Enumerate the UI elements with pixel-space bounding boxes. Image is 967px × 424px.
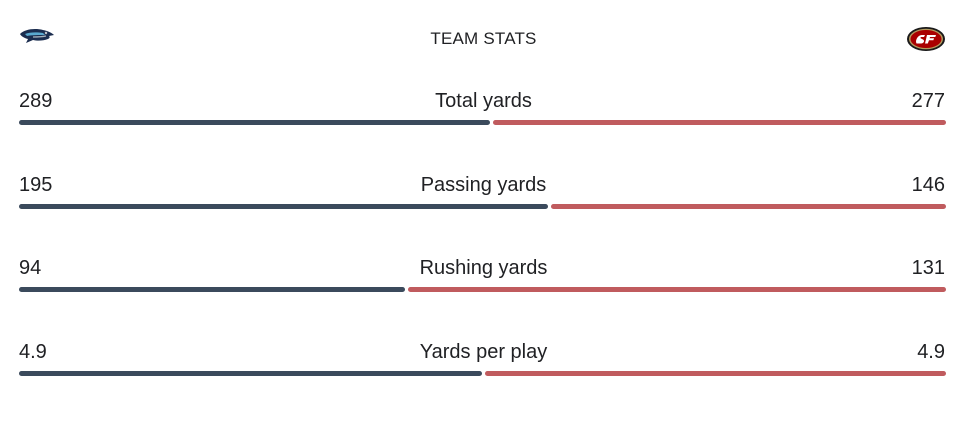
49ers-share-bar [485,371,946,376]
seahawks-total-yards-value: 289 [19,90,53,112]
seahawks-passing-yards-value: 195 [19,174,53,196]
49ers-share-bar [408,287,946,292]
stat-row-total-yards: 289 Total yards 277 [0,89,967,173]
seahawks-rushing-yards-value: 94 [19,257,42,279]
seahawks-logo-icon [19,26,55,53]
stat-label-total-yards: Total yards [435,90,532,112]
seahawks-share-bar [19,287,405,292]
seahawks-yards-per-play-value: 4.9 [19,341,47,363]
49ers-total-yards-value: 277 [911,90,945,112]
stat-row-rushing-yards: 94 Rushing yards 131 [0,256,967,340]
49ers-yards-per-play-value: 4.9 [917,341,945,363]
seahawks-share-bar [19,120,490,125]
49ers-logo-icon [906,26,946,57]
comparison-bar [19,287,946,292]
comparison-bar [19,204,946,209]
stat-row-yards-per-play: 4.9 Yards per play 4.9 [0,340,967,424]
49ers-share-bar [551,204,946,209]
seahawks-share-bar [19,371,482,376]
49ers-rushing-yards-value: 131 [911,257,945,279]
stat-label-passing-yards: Passing yards [420,174,547,196]
header-title: TEAM STATS [430,29,537,48]
team-stats-header: TEAM STATS [0,0,967,80]
seahawks-share-bar [19,204,548,209]
49ers-share-bar [493,120,946,125]
stat-label-rushing-yards: Rushing yards [419,257,548,279]
comparison-bar [19,120,946,125]
comparison-bar [19,371,946,376]
49ers-passing-yards-value: 146 [911,174,945,196]
stat-label-yards-per-play: Yards per play [419,341,548,363]
stat-row-passing-yards: 195 Passing yards 146 [0,173,967,257]
